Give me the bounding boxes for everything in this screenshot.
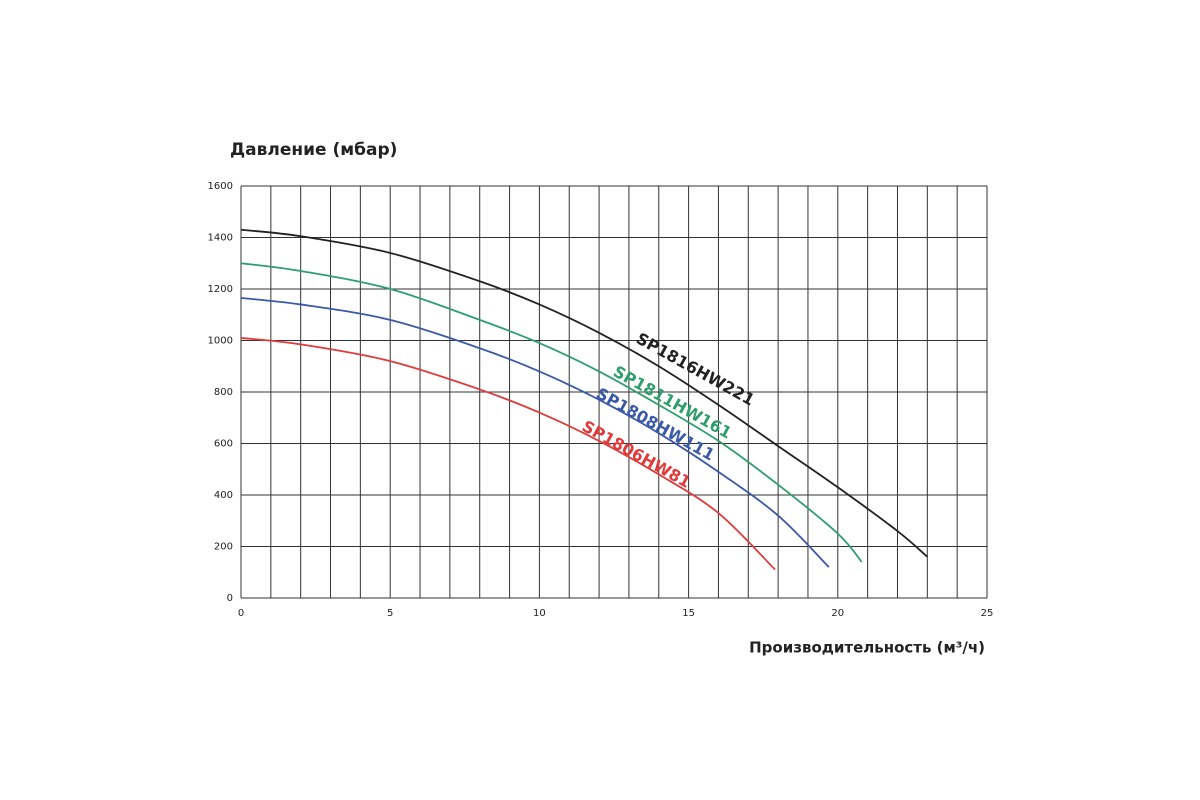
- y-tick-label: 0: [227, 593, 233, 604]
- x-axis-title: Производительность (м³/ч): [749, 639, 985, 657]
- x-tick-label: 15: [682, 608, 695, 619]
- x-tick-label: 10: [533, 608, 546, 619]
- y-tick-label: 1000: [208, 336, 233, 347]
- y-axis-title: Давление (мбар): [230, 140, 397, 160]
- x-tick-label: 25: [981, 608, 994, 619]
- series-line: [240, 297, 830, 568]
- y-tick-label: 200: [214, 542, 233, 553]
- x-tick-label: 0: [238, 608, 244, 619]
- y-tick-label: 1200: [208, 284, 233, 295]
- y-tick-label: 1400: [208, 233, 233, 244]
- y-tick-label: 800: [214, 387, 233, 398]
- x-tick-label: 20: [831, 608, 844, 619]
- y-tick-label: 1600: [208, 181, 233, 192]
- series-line: [240, 228, 928, 558]
- x-tick-label: 5: [387, 608, 393, 619]
- y-tick-label: 400: [214, 490, 233, 501]
- series-line: [240, 262, 863, 563]
- series-line: [240, 337, 776, 571]
- y-tick-label: 600: [214, 439, 233, 450]
